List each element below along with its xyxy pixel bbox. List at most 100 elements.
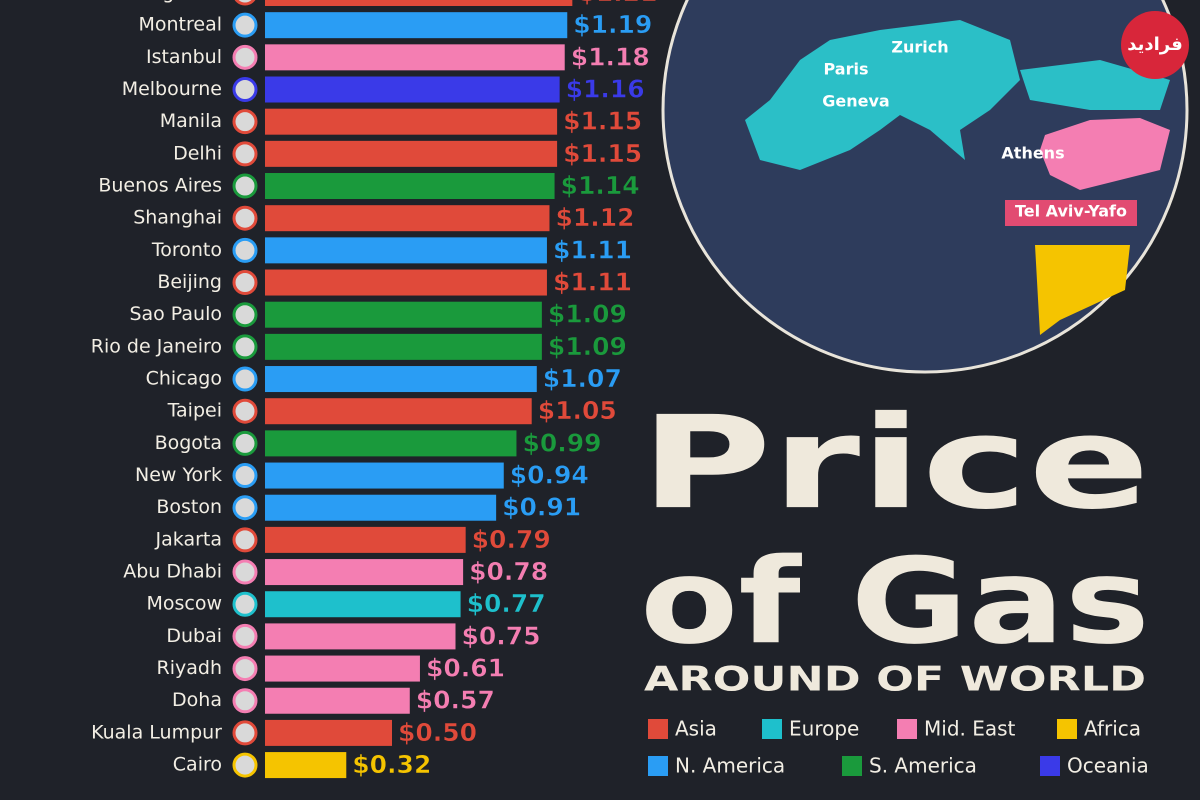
category-label: Buenos Aires: [98, 175, 222, 197]
legend-swatch: [1057, 719, 1077, 739]
flag: [232, 752, 258, 778]
legend-label: Europe: [789, 717, 859, 741]
legend-label: N. America: [675, 754, 785, 778]
value-label: $1.15: [563, 107, 642, 136]
flag: [232, 430, 258, 456]
value-label: $0.77: [467, 589, 546, 618]
category-label: Dubai: [166, 625, 222, 647]
value-label: $1.15: [563, 139, 642, 168]
category-label: Kuala Lumpur: [91, 721, 222, 743]
category-label: Toronto: [151, 239, 222, 261]
flag: [232, 463, 258, 489]
flag: [232, 109, 258, 135]
flag: [232, 44, 258, 70]
bar: [265, 430, 517, 457]
flag: [232, 237, 258, 263]
flag: [232, 334, 258, 360]
legend-swatch: [648, 756, 668, 776]
flag: [232, 720, 258, 746]
category-label: Manila: [160, 110, 222, 132]
category-label: Delhi: [173, 142, 222, 164]
category-label: Bangalore: [126, 0, 222, 4]
category-label: Sao Paulo: [129, 303, 222, 325]
value-label: $0.91: [502, 493, 581, 522]
legend-swatch: [648, 719, 668, 739]
bar: [265, 687, 410, 714]
watermark: فرادید: [1127, 34, 1183, 55]
east-europe-shape: [1020, 60, 1170, 110]
category-label: Melbourne: [122, 78, 222, 100]
africa-shape: [1035, 245, 1130, 335]
flag: [232, 12, 258, 38]
category-label: Taipei: [167, 400, 222, 422]
category-label: Boston: [156, 496, 222, 518]
bar: [265, 623, 456, 650]
category-label: Beijing: [157, 271, 222, 293]
value-label: $0.79: [472, 525, 551, 554]
category-label: Jakarta: [155, 528, 222, 550]
value-label: $1.16: [566, 75, 645, 104]
category-label: Shanghai: [133, 207, 222, 229]
legend-label: Oceania: [1067, 754, 1149, 778]
title-line-1: Price: [640, 389, 1150, 538]
bar: [265, 76, 560, 103]
flag: [232, 656, 258, 682]
bar: [265, 12, 568, 39]
bar: [265, 269, 547, 296]
map: [661, 0, 1189, 374]
legend-swatch: [842, 756, 862, 776]
legend-swatch: [762, 719, 782, 739]
flag: [232, 559, 258, 585]
middle-east-shape: [1040, 118, 1170, 190]
title-line-2: of Gas: [640, 532, 1150, 670]
map-label: Paris: [824, 60, 869, 79]
category-label: Chicago: [146, 368, 222, 390]
bar: [265, 366, 537, 393]
flag: [232, 527, 258, 553]
category-label: Bogota: [155, 432, 222, 454]
legend-label: Africa: [1084, 717, 1141, 741]
category-label: Doha: [172, 689, 222, 711]
flag: [232, 302, 258, 328]
flag: [232, 270, 258, 296]
flag: [232, 141, 258, 167]
bar: [265, 205, 550, 232]
value-label: $0.61: [426, 654, 505, 683]
flag: [232, 688, 258, 714]
flag: [234, 0, 256, 6]
legend-swatch: [897, 719, 917, 739]
category-label: Montreal: [138, 14, 222, 36]
value-label: $1.19: [573, 10, 652, 39]
bar: [265, 462, 504, 489]
logo: [1121, 11, 1189, 79]
legend-label: Asia: [675, 717, 717, 741]
legend-swatch: [1040, 756, 1060, 776]
value-label: $0.57: [416, 686, 495, 715]
bar: [265, 655, 420, 682]
value-label: $1.18: [571, 42, 650, 71]
bar: [265, 301, 542, 328]
bar: [265, 140, 558, 167]
value-label: $0.78: [469, 557, 548, 586]
bar: [265, 494, 497, 521]
map-label: Geneva: [822, 92, 889, 111]
map-label: Tel Aviv-Yafo: [1015, 202, 1127, 221]
europe-shape: [745, 20, 1020, 170]
value-label: $1.14: [561, 171, 640, 200]
flag: [232, 77, 258, 103]
value-label: $1.11: [553, 268, 632, 297]
bar: [265, 398, 532, 425]
bar: [265, 526, 466, 553]
category-label: Riyadh: [157, 657, 222, 679]
value-label: $1.09: [548, 332, 627, 361]
value-label: $1.21: [578, 0, 657, 7]
bar: [265, 173, 555, 200]
flag: [232, 623, 258, 649]
flag: [232, 495, 258, 521]
flag: [232, 398, 258, 424]
bar: [265, 333, 542, 360]
flag: [232, 366, 258, 392]
category-label: Istanbul: [146, 46, 222, 68]
value-label: $0.94: [510, 461, 589, 490]
flag: [232, 591, 258, 617]
